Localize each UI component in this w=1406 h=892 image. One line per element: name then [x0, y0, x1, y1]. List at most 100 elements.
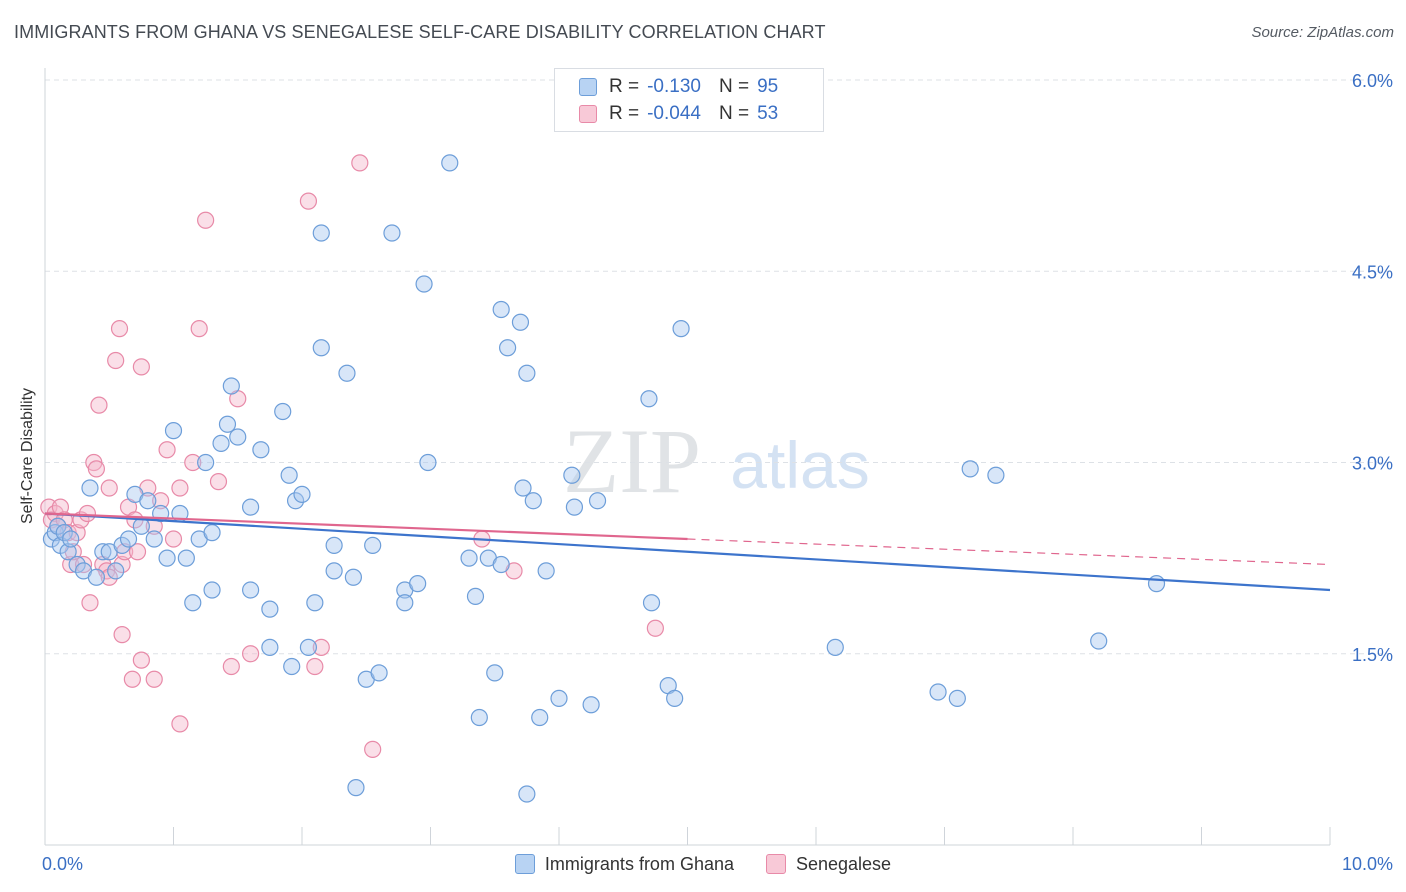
senegalese-point	[299, 192, 318, 210]
ghana-point	[344, 568, 362, 586]
ghana-point	[486, 664, 504, 682]
senegalese-point	[164, 530, 183, 548]
ghana-point	[1090, 632, 1108, 650]
ghana-point	[582, 696, 600, 714]
ghana-point	[145, 530, 163, 548]
senegalese-point	[364, 740, 382, 758]
ghana-point	[59, 543, 77, 561]
senegalese-point	[90, 396, 108, 414]
ghana-point	[364, 536, 382, 554]
senegalese-point	[113, 555, 131, 574]
ghana-point	[466, 587, 485, 605]
legend-n-label: N =	[718, 103, 750, 124]
ghana-point	[203, 524, 221, 542]
ghana-point	[826, 638, 844, 656]
ghana-point	[383, 224, 401, 242]
ghana-point	[987, 466, 1005, 484]
ghana-point	[511, 313, 530, 331]
y-axis-label: Self-Care Disability	[19, 387, 36, 525]
ghana-point	[218, 415, 237, 433]
senegalese-point	[171, 479, 189, 497]
senegalese-trend-line	[44, 512, 688, 541]
senegalese-point	[351, 154, 369, 172]
senegalese-points	[40, 154, 664, 758]
ghana-point	[212, 434, 230, 452]
ghana-point	[68, 555, 86, 574]
senegalese-point	[68, 524, 86, 542]
legend-r-label: R =	[609, 76, 640, 97]
legend-row-senegalese: R = -0.044 N = 53	[579, 102, 778, 126]
senegalese-point	[107, 351, 125, 370]
legend-r-label: R =	[609, 103, 640, 124]
ghana-point	[441, 154, 459, 172]
ghana-point	[347, 779, 365, 797]
ghana-point	[158, 549, 176, 567]
senegalese-point	[81, 594, 99, 612]
axes	[44, 68, 1331, 846]
senegalese-point	[152, 492, 170, 510]
senegalese-point	[123, 670, 141, 688]
tick-labels: 1.5% 3.0% 4.5% 6.0% 0.0% 10.0%	[42, 71, 1393, 874]
senegalese-point	[646, 619, 664, 637]
ghana-point	[948, 689, 966, 707]
senegalese-point	[132, 651, 150, 669]
ghana-point	[531, 708, 549, 727]
ghana-point	[252, 441, 270, 459]
senegalese-point	[171, 715, 189, 733]
watermark-atlas: atlas	[730, 428, 869, 502]
ghana-point	[312, 339, 330, 357]
senegalese-point	[184, 453, 202, 472]
ghana-point	[961, 460, 979, 478]
ghana-point	[261, 638, 279, 656]
ghana-trend-line	[44, 512, 1331, 592]
ghana-point	[929, 683, 947, 701]
legend-swatch-blue	[514, 854, 535, 874]
ghana-point	[460, 549, 478, 567]
senegalese-point	[132, 358, 150, 376]
y-tick-label-3: 6.0%	[1352, 71, 1393, 91]
senegalese-point	[306, 657, 324, 676]
senegalese-point	[100, 568, 118, 586]
ghana-point	[409, 575, 427, 593]
ghana-point	[518, 785, 536, 803]
ghana-point	[419, 453, 437, 472]
chart-title: IMMIGRANTS FROM GHANA VS SENEGALESE SELF…	[14, 22, 826, 42]
senegalese-point	[110, 320, 129, 338]
ghana-point	[177, 549, 195, 567]
ghana-point	[242, 498, 260, 516]
legend-item-ghana[interactable]: Immigrants from Ghana	[514, 854, 734, 875]
senegalese-point	[128, 543, 147, 561]
ghana-point	[139, 492, 157, 510]
gridlines	[45, 79, 1392, 655]
ghana-point	[293, 485, 311, 503]
senegalese-point	[209, 473, 228, 491]
ghana-point	[94, 543, 112, 561]
senegalese-point	[78, 504, 97, 523]
ghana-point	[518, 364, 536, 382]
legend-item-senegalese[interactable]: Senegalese	[765, 854, 891, 875]
senegalese-point	[158, 441, 176, 459]
y-tick-label-1: 3.0%	[1352, 454, 1393, 474]
source-label: Source: ZipAtlas.com	[1251, 24, 1394, 41]
senegalese-point	[190, 320, 208, 338]
ghana-point	[396, 594, 414, 612]
ghana-point	[325, 536, 343, 554]
ghana-point	[415, 275, 433, 293]
legend-n-label: N =	[718, 76, 750, 97]
ghana-point	[524, 492, 542, 510]
ghana-point	[261, 600, 279, 618]
senegalese-point	[222, 657, 240, 676]
watermark-zip: ZIP	[563, 410, 701, 512]
legend-row-ghana: R = -0.130 N = 95	[579, 75, 778, 99]
ghana-point	[184, 594, 202, 612]
ghana-point	[370, 664, 388, 682]
ghana-point	[286, 492, 305, 510]
ghana-point	[55, 524, 73, 542]
x-tick-label-1: 10.0%	[1342, 854, 1393, 874]
ghana-point	[222, 377, 240, 395]
ghana-point	[49, 517, 67, 535]
ghana-point	[499, 339, 517, 357]
ghana-point	[283, 657, 301, 676]
ghana-point	[299, 638, 318, 656]
